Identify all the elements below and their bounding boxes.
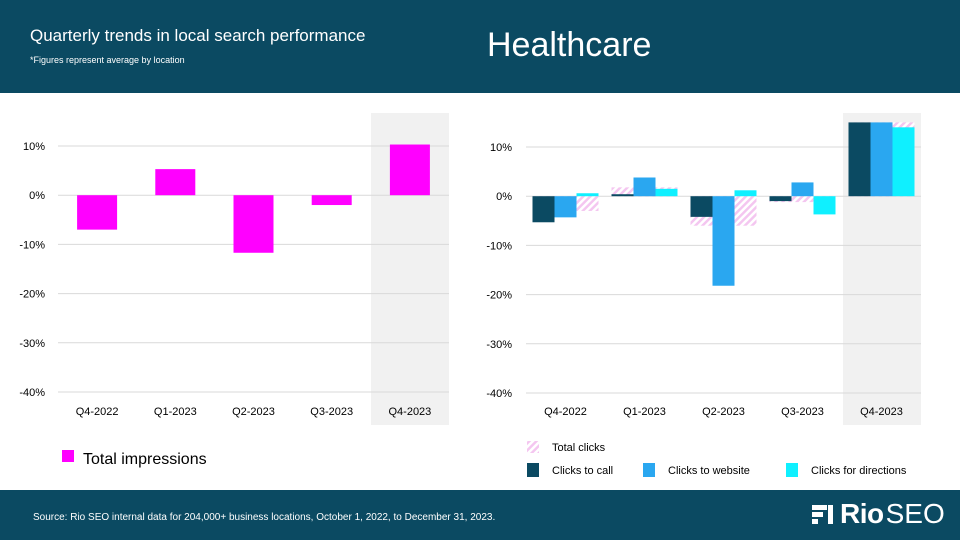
bar-total-impressions [233,195,274,253]
footer-banner: Source: Rio SEO internal data for 204,00… [0,490,960,540]
bar-clicks-to-website [554,196,577,218]
bar-clicks-for-directions [576,193,599,197]
bar-total-impressions [77,195,118,230]
bar-clicks-to-call [611,194,634,197]
bar-clicks-for-directions [813,196,836,215]
legend-swatch-total-impressions [62,450,74,462]
legend-swatch-clicks-to-website [643,463,655,477]
bar-clicks-to-call [690,196,713,217]
rio-seo-logo: Rio SEO [812,498,945,530]
bar-clicks-to-call [769,196,792,202]
industry-title: Healthcare [487,26,652,64]
legend-swatch-clicks-to-call [527,463,539,477]
logo-text-seo: SEO [885,498,945,529]
impressions-chart: 10% 0% -10% -20% -30% -40% Q4-2022 Q1-2023 Q2-2… [19,113,449,468]
bar-clicks-to-website [870,122,893,197]
y-tick-label: -30% [19,338,45,350]
page-title: Quarterly trends in local search perform… [30,26,366,45]
y-tick-label: -10% [19,239,45,251]
y-tick-label: -20% [19,289,45,301]
y-tick-label: -30% [486,339,512,351]
x-tick-label: Q2-2023 [702,406,745,418]
bar-clicks-for-directions [655,188,678,197]
source-note: Source: Rio SEO internal data for 204,00… [33,512,496,523]
y-tick-label: 10% [490,142,512,154]
bar-clicks-for-directions [892,127,915,197]
legend-label-total-clicks: Total clicks [552,442,606,454]
x-tick-label: Q3-2023 [310,406,353,418]
y-tick-label: -40% [486,388,512,400]
y-tick-label: -40% [19,387,45,399]
rio-logo-mark-icon [812,505,833,524]
x-tick-label: Q2-2023 [232,406,275,418]
bar-clicks-to-call [532,196,555,223]
legend-swatch-total-clicks [527,441,539,453]
y-tick-label: 0% [29,190,45,202]
x-tick-label: Q4-2022 [76,406,119,418]
y-tick-label: -10% [486,240,512,252]
legend-label-total-impressions: Total impressions [83,451,207,468]
y-tick-label: -20% [486,290,512,302]
bar-clicks-to-website [712,196,735,286]
bar-clicks-to-call [848,122,871,197]
legend-label-clicks-to-call: Clicks to call [552,465,613,477]
x-tick-label: Q1-2023 [154,406,197,418]
bar-total-impressions [311,195,352,206]
y-tick-label: 10% [23,141,45,153]
bar-total-impressions [155,169,196,196]
x-tick-label: Q4-2023 [388,406,431,418]
legend-label-clicks-for-directions: Clicks for directions [811,465,907,477]
x-tick-label: Q4-2022 [544,406,587,418]
header-banner: Quarterly trends in local search perform… [0,0,960,93]
x-tick-label: Q4-2023 [860,406,903,418]
clicks-chart: 10% 0% -10% -20% -30% -40% Q4-2022 Q1-2023 Q2-2… [486,113,921,477]
bar-clicks-to-website [791,182,814,197]
bar-total-clicks [769,196,836,203]
logo-text-rio: Rio [840,498,884,529]
legend-label-clicks-to-website: Clicks to website [668,465,750,477]
x-tick-label: Q3-2023 [781,406,824,418]
bar-clicks-for-directions [734,190,757,197]
y-tick-label: 0% [496,191,512,203]
page-subtitle: *Figures represent average by location [30,55,185,65]
bar-total-impressions [389,144,430,196]
bar-clicks-to-website [633,177,656,197]
legend-swatch-clicks-for-directions [786,463,798,477]
x-tick-label: Q1-2023 [623,406,666,418]
